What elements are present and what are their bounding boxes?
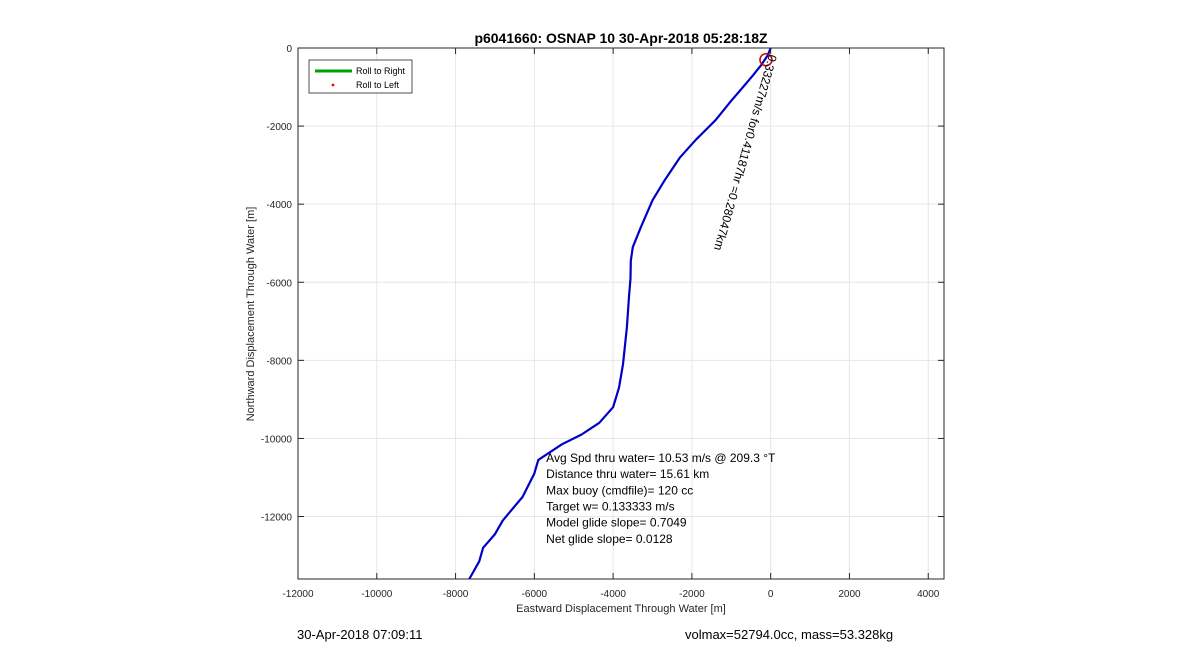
y-axis-label: Northward Displacement Through Water [m] (245, 207, 257, 422)
x-tick-label: -8000 (443, 589, 469, 600)
y-tick-label: -8000 (266, 356, 292, 367)
y-tick-label: -12000 (261, 513, 293, 524)
y-tick-label: -6000 (266, 278, 292, 289)
legend: Roll to Right Roll to Left (308, 59, 413, 94)
y-tick-label: -10000 (261, 434, 293, 445)
y-tick-label: -2000 (266, 122, 292, 133)
y-tick-label: 0 (286, 44, 292, 55)
ticks: -12000 -10000 -8000 -6000 -4000 -2000 0 2000 400… (261, 44, 944, 600)
stats-annotation-line: Model glide slope= 0.7049 (546, 516, 687, 530)
text-annotations: Avg Spd thru water= 10.53 m/s @ 209.3 °T… (546, 451, 776, 546)
x-tick-label: 4000 (917, 589, 940, 600)
x-tick-label: -6000 (522, 589, 548, 600)
x-tick-label: 2000 (838, 589, 861, 600)
x-tick-label: -2000 (679, 589, 705, 600)
axes-box (297, 47, 945, 580)
x-tick-label: -10000 (361, 589, 393, 600)
footer-timestamp: 30-Apr-2018 07:09:11 (297, 627, 423, 642)
legend-roll-right-label: Roll to Right (356, 66, 406, 76)
x-axis-label: Eastward Displacement Through Water [m] (516, 603, 726, 615)
start-marker (759, 52, 773, 67)
x-tick-label: -4000 (600, 589, 626, 600)
axes-background (298, 48, 944, 579)
stats-annotation-line: Net glide slope= 0.0128 (546, 532, 673, 546)
glider-track-line (468, 47, 772, 580)
stats-annotation-line: Target w= 0.133333 m/s (546, 499, 674, 513)
footer-volmax-mass: volmax=52794.0cc, mass=53.328kg (685, 627, 894, 642)
stats-annotation-line: Max buoy (cmdfile)= 120 cc (546, 483, 693, 497)
x-tick-label: 0 (768, 589, 774, 600)
legend-roll-left-dot (331, 83, 335, 87)
stats-annotation-line: Avg Spd thru water= 10.53 m/s @ 209.3 °T (546, 451, 776, 465)
x-tick-label: -12000 (282, 589, 314, 600)
y-tick-label: -4000 (266, 200, 292, 211)
legend-roll-left-label: Roll to Left (356, 80, 400, 90)
stats-annotation-line: Distance thru water= 15.61 km (546, 467, 709, 481)
legend-box (308, 59, 413, 94)
chart-title: p6041660: OSNAP 10 30-Apr-2018 05:28:18Z (474, 30, 768, 46)
